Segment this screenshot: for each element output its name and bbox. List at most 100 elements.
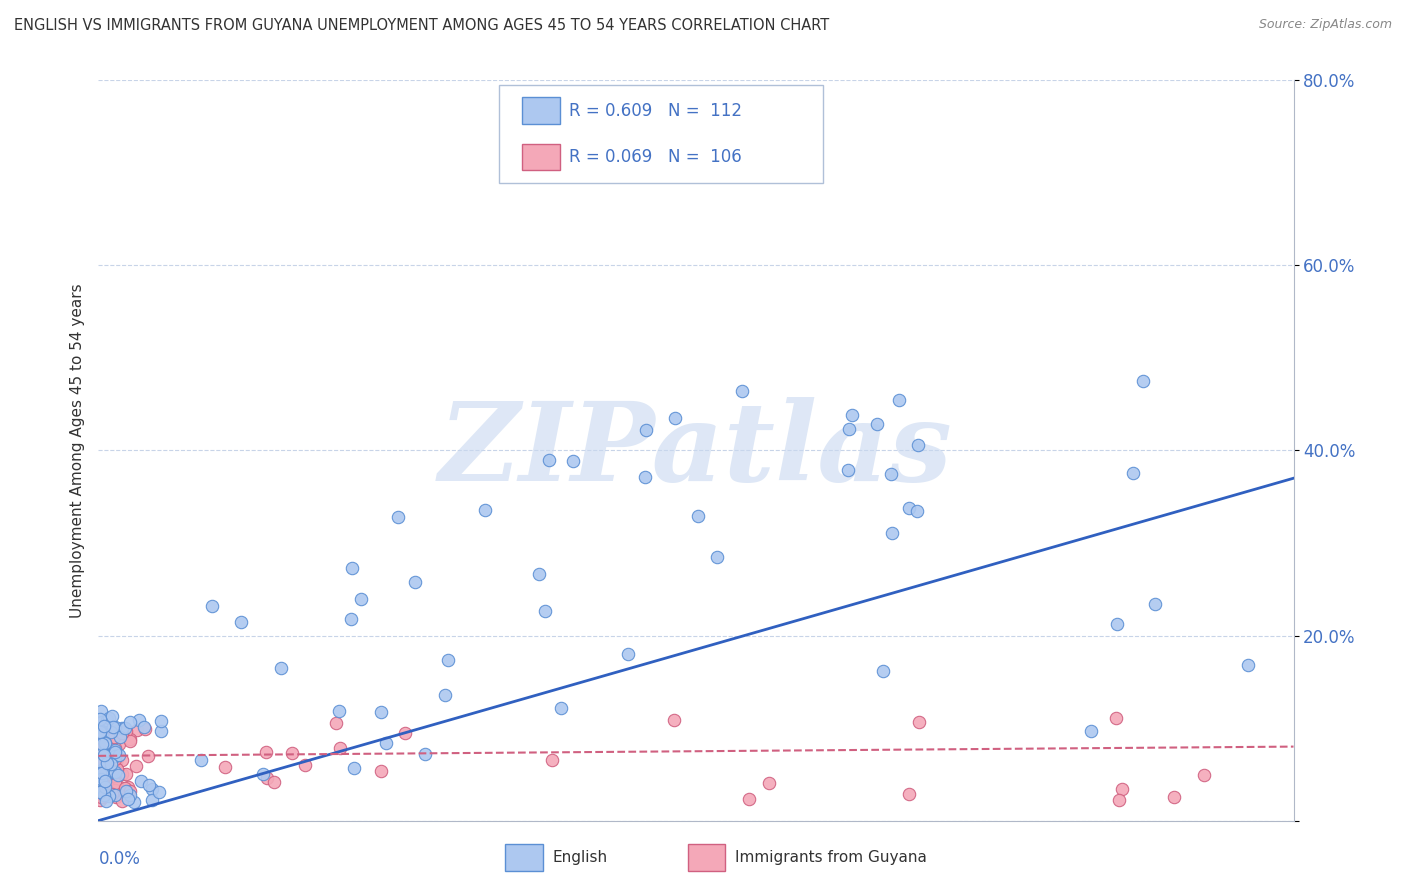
Point — [1132, 375, 1154, 389]
Point — [89, 785, 111, 799]
Point — [100, 757, 122, 772]
Point — [887, 392, 910, 407]
Point — [104, 782, 127, 797]
Point — [97, 711, 120, 725]
Point — [110, 730, 132, 744]
Point — [838, 422, 860, 436]
Point — [474, 503, 496, 517]
Point — [98, 770, 121, 784]
Text: R = 0.069   N =  106: R = 0.069 N = 106 — [569, 148, 742, 166]
Point — [118, 715, 141, 730]
Point — [90, 728, 112, 742]
Point — [104, 765, 127, 780]
Point — [662, 713, 685, 727]
Point — [94, 774, 117, 789]
Point — [94, 758, 117, 772]
Point — [104, 724, 127, 739]
Point — [96, 756, 118, 770]
Point — [120, 789, 142, 803]
Point — [706, 549, 728, 564]
Text: English: English — [553, 850, 607, 864]
Point — [136, 749, 159, 764]
Point — [115, 723, 138, 738]
Point — [91, 789, 114, 804]
Text: 0.0%: 0.0% — [98, 850, 141, 868]
Point — [100, 764, 122, 779]
Point — [91, 715, 114, 730]
Point — [404, 574, 426, 589]
Point — [294, 757, 316, 772]
Point — [562, 454, 585, 468]
Point — [103, 731, 125, 745]
Point — [94, 738, 117, 752]
Point — [90, 747, 112, 761]
Point — [94, 723, 117, 738]
Point — [328, 704, 350, 718]
Point — [1122, 466, 1144, 480]
Point — [90, 764, 112, 779]
Point — [100, 788, 122, 802]
Text: R = 0.609   N =  112: R = 0.609 N = 112 — [569, 102, 742, 120]
Point — [387, 509, 409, 524]
Point — [89, 766, 111, 780]
Point — [100, 709, 122, 723]
Point — [93, 779, 115, 793]
Point — [127, 723, 149, 738]
Point — [90, 769, 112, 783]
Text: ZIPatlas: ZIPatlas — [439, 397, 953, 504]
Point — [738, 792, 761, 806]
Point — [93, 766, 115, 780]
Point — [89, 781, 111, 796]
Point — [90, 723, 112, 738]
Point — [104, 789, 127, 803]
Point — [1107, 616, 1129, 631]
Point — [134, 720, 156, 734]
Point — [537, 453, 560, 467]
Point — [94, 776, 117, 790]
Point — [339, 612, 361, 626]
Point — [96, 765, 118, 780]
Point — [134, 722, 156, 736]
Point — [94, 742, 117, 756]
Point — [394, 726, 416, 740]
Text: Source: ZipAtlas.com: Source: ZipAtlas.com — [1258, 18, 1392, 31]
Point — [1111, 782, 1133, 797]
Point — [89, 744, 111, 758]
Point — [437, 653, 460, 667]
Point — [107, 752, 129, 766]
Point — [94, 747, 117, 761]
Point — [100, 734, 122, 748]
Point — [120, 734, 142, 748]
Point — [908, 714, 931, 729]
Point — [1237, 657, 1260, 672]
Point — [115, 784, 138, 798]
Point — [114, 781, 136, 796]
Point — [731, 384, 754, 398]
Point — [866, 417, 889, 431]
Point — [97, 785, 120, 799]
Text: ENGLISH VS IMMIGRANTS FROM GUYANA UNEMPLOYMENT AMONG AGES 45 TO 54 YEARS CORRELA: ENGLISH VS IMMIGRANTS FROM GUYANA UNEMPL… — [14, 18, 830, 33]
Point — [1080, 724, 1102, 739]
Point — [89, 792, 111, 806]
Point — [89, 774, 111, 789]
Point — [141, 782, 163, 797]
Point — [89, 725, 111, 739]
Point — [93, 788, 115, 802]
Point — [270, 661, 292, 675]
Point — [89, 728, 111, 742]
Point — [280, 746, 302, 760]
Point — [100, 757, 122, 772]
Point — [254, 745, 277, 759]
Point — [104, 757, 127, 772]
Text: Immigrants from Guyana: Immigrants from Guyana — [735, 850, 927, 864]
Point — [93, 719, 115, 733]
Point — [527, 567, 550, 582]
Point — [98, 781, 121, 796]
Point — [114, 721, 136, 735]
Point — [96, 795, 118, 809]
Point — [89, 777, 111, 791]
Point — [94, 770, 117, 784]
Point — [907, 438, 929, 452]
Point — [117, 792, 139, 806]
Point — [94, 780, 117, 795]
